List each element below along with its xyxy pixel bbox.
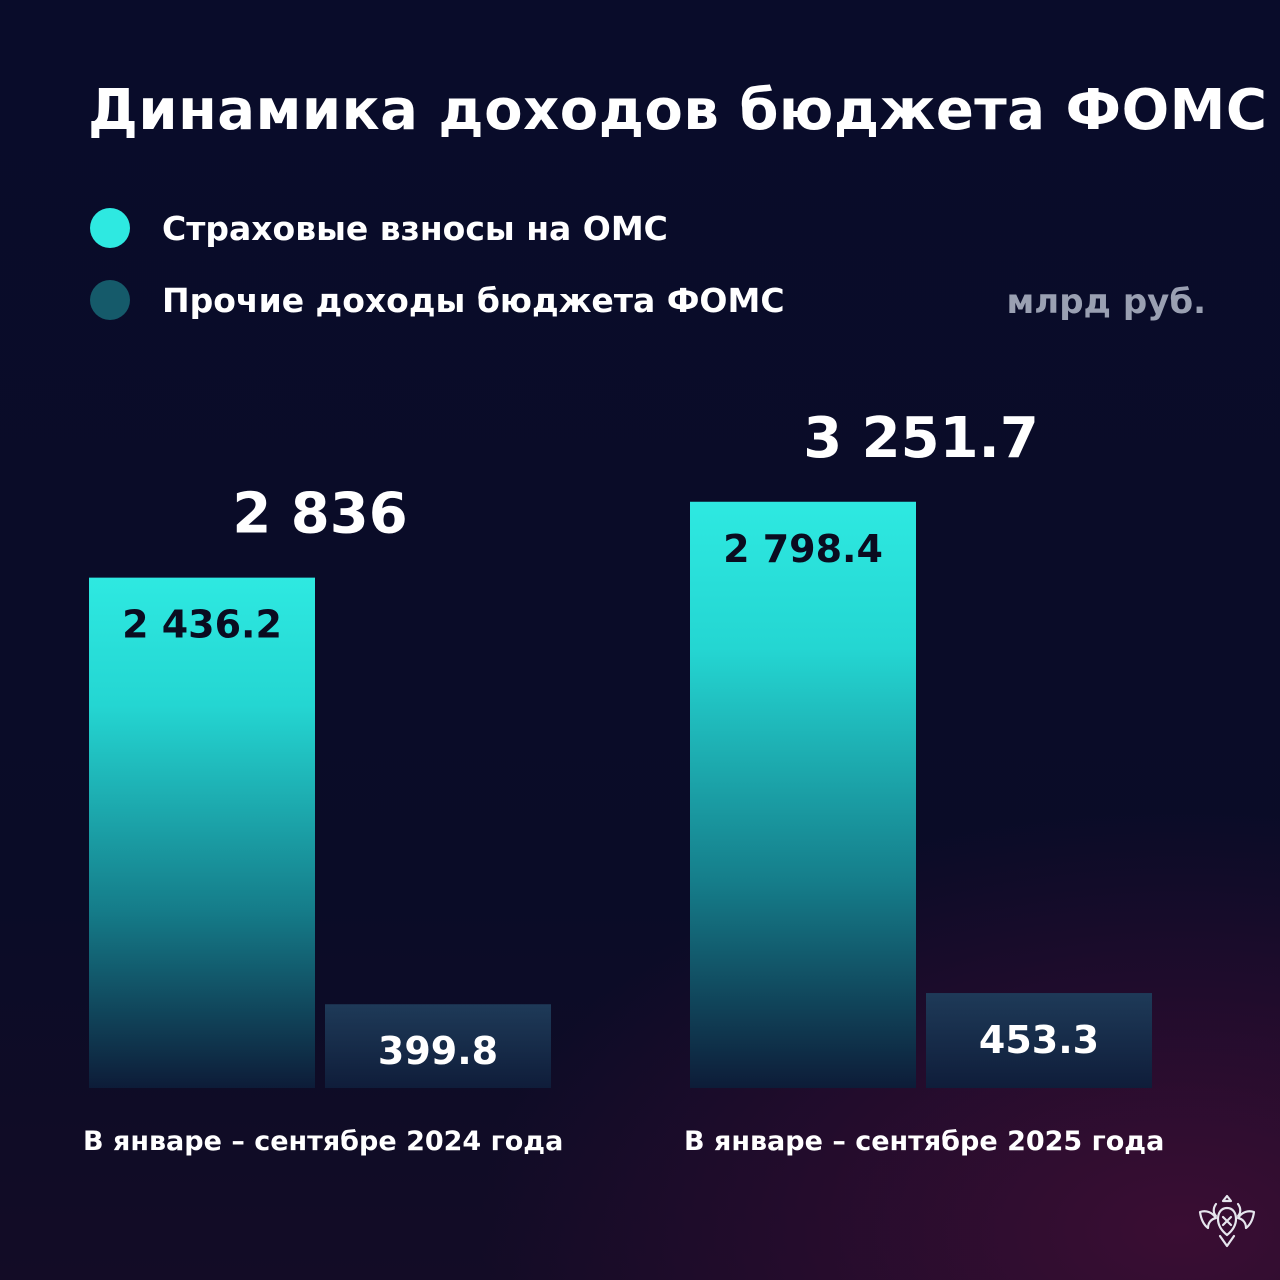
total-label: 3 251.7	[803, 406, 1039, 471]
legend-label-insurance: Страховые взносы на ОМС	[162, 208, 668, 248]
bar-insurance-0	[89, 577, 315, 1088]
bar-insurance-1	[690, 501, 916, 1088]
chart-title: Динамика доходов бюджета ФОМС	[88, 78, 1268, 143]
bar-value-label: 453.3	[979, 1018, 1099, 1062]
emblem-icon	[1198, 1194, 1256, 1248]
legend-label-other: Прочие доходы бюджета ФОМС	[162, 280, 785, 320]
bar-value-label: 399.8	[378, 1029, 498, 1073]
total-label: 2 836	[232, 482, 407, 547]
bar-other-1	[926, 993, 1152, 1088]
legend-swatch-other	[90, 280, 130, 320]
bar-other-0	[325, 1004, 551, 1088]
bar-value-label: 2 436.2	[122, 603, 282, 647]
legend-swatch-insurance	[90, 208, 130, 248]
category-label: В январе – сентябре 2024 года	[83, 1126, 563, 1157]
unit-label: млрд руб.	[1006, 282, 1206, 322]
legend-item-other: Прочие доходы бюджета ФОМС	[90, 280, 785, 320]
category-label: В январе – сентябре 2025 года	[684, 1126, 1164, 1157]
legend-item-insurance: Страховые взносы на ОМС	[90, 208, 668, 248]
bar-value-label: 2 798.4	[723, 527, 883, 571]
